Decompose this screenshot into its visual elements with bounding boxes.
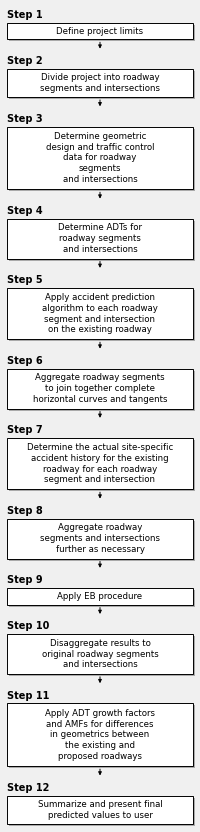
Text: Apply EB procedure: Apply EB procedure [57, 592, 143, 601]
Text: Aggregate roadway segments
to join together complete
horizontal curves and tange: Aggregate roadway segments to join toget… [33, 374, 167, 404]
Text: Aggregate roadway
segments and intersections
further as necessary: Aggregate roadway segments and intersect… [40, 523, 160, 554]
Text: Step 4: Step 4 [7, 206, 43, 216]
Bar [9, 71, 195, 99]
Text: Disaggregate results to
original roadway segments
and intersections: Disaggregate results to original roadway… [42, 639, 158, 669]
Text: Determine geometric
design and traffic control
data for roadway
segments
and int: Determine geometric design and traffic c… [46, 132, 154, 184]
Bar [7, 519, 193, 558]
Bar [7, 22, 193, 39]
Bar [9, 371, 195, 411]
Bar [9, 590, 195, 607]
Text: Determine the actual site-specific
accident history for the existing
roadway for: Determine the actual site-specific accid… [27, 443, 173, 484]
Bar [9, 636, 195, 676]
Text: Divide project into roadway
segments and intersections: Divide project into roadway segments and… [40, 73, 160, 93]
Text: Step 6: Step 6 [7, 356, 43, 366]
Text: Apply ADT growth factors
and AMFs for differences
in geometrics between
the exis: Apply ADT growth factors and AMFs for di… [45, 709, 155, 760]
Bar [9, 440, 195, 492]
Text: Step 11: Step 11 [7, 691, 49, 701]
Bar [7, 288, 193, 339]
Text: Step 12: Step 12 [7, 783, 49, 793]
Text: Define project limits: Define project limits [56, 27, 144, 36]
Bar [9, 798, 195, 826]
Bar [7, 69, 193, 97]
Text: Apply accident prediction
algorithm to each roadway
segment and intersection
on : Apply accident prediction algorithm to e… [42, 293, 158, 334]
Bar [9, 128, 195, 191]
Bar [7, 795, 193, 824]
Bar [9, 290, 195, 341]
Bar [9, 220, 195, 260]
Bar [7, 219, 193, 259]
Bar [7, 369, 193, 409]
Bar [7, 703, 193, 766]
Text: Step 5: Step 5 [7, 275, 43, 285]
Text: Determine ADTs for
roadway segments
and intersections: Determine ADTs for roadway segments and … [58, 224, 142, 254]
Bar [7, 126, 193, 190]
Text: Step 8: Step 8 [7, 506, 43, 516]
Text: Step 9: Step 9 [7, 575, 43, 585]
Text: Step 7: Step 7 [7, 425, 43, 435]
Text: Summarize and present final
predicted values to user: Summarize and present final predicted va… [38, 800, 162, 820]
Text: Step 10: Step 10 [7, 622, 49, 631]
Text: Step 3: Step 3 [7, 114, 43, 124]
Bar [9, 521, 195, 561]
Text: Step 2: Step 2 [7, 56, 43, 66]
Bar [7, 438, 193, 489]
Bar [7, 588, 193, 605]
Text: Step 1: Step 1 [7, 10, 43, 20]
Bar [7, 634, 193, 674]
Bar [9, 25, 195, 42]
Bar [9, 706, 195, 768]
